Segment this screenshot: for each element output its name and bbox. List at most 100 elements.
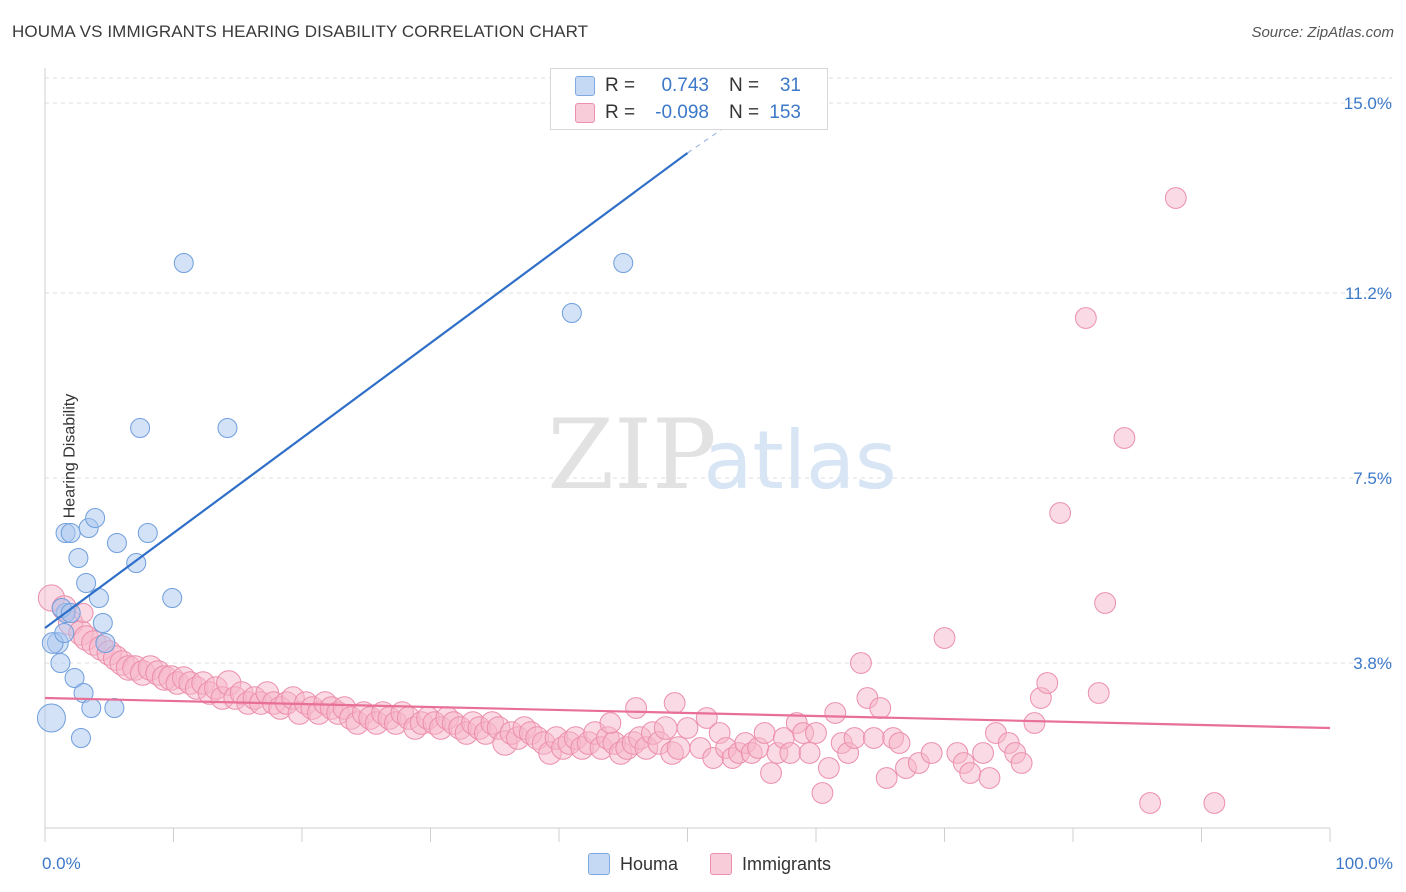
series-swatch-houma bbox=[588, 853, 610, 875]
legend-r-label: R = bbox=[605, 75, 636, 96]
legend-r-label: R = bbox=[605, 102, 636, 123]
houma-trend-extension bbox=[687, 112, 746, 154]
watermark: ZIP atlas bbox=[547, 399, 896, 511]
immigrants-point bbox=[933, 627, 956, 649]
legend-row-immigrants: R = -0.098 N = 153 bbox=[575, 102, 801, 124]
legend-n-value: 31 bbox=[779, 75, 801, 96]
immigrants-point bbox=[805, 722, 827, 744]
immigrants-point bbox=[798, 742, 821, 764]
immigrants-point bbox=[1023, 712, 1046, 734]
houma-point bbox=[88, 588, 109, 608]
immigrants-point bbox=[959, 762, 982, 784]
immigrants-point bbox=[599, 712, 622, 734]
y-axis-label: Hearing Disability bbox=[61, 393, 79, 519]
immigrants-point bbox=[1094, 592, 1117, 614]
series-name-immigrants: Immigrants bbox=[742, 853, 832, 874]
immigrants-point bbox=[1203, 792, 1226, 814]
y-tick-labels: 3.8% 7.5% 11.2% 15.0% bbox=[1344, 94, 1392, 673]
immigrants-point bbox=[676, 717, 699, 739]
legend-r-value: -0.098 bbox=[655, 102, 709, 123]
watermark-zip: ZIP bbox=[547, 399, 716, 511]
houma-point bbox=[60, 603, 81, 623]
immigrants-points bbox=[37, 187, 1226, 814]
immigrants-point bbox=[1139, 792, 1161, 814]
immigrants-point bbox=[779, 742, 802, 764]
immigrants-trend-line bbox=[44, 696, 1331, 730]
immigrants-point bbox=[843, 727, 866, 749]
houma-point bbox=[76, 573, 97, 593]
houma-point bbox=[60, 523, 81, 543]
y-tick-label: 7.5% bbox=[1353, 469, 1392, 488]
houma-point bbox=[137, 523, 158, 543]
houma-point bbox=[68, 548, 89, 568]
legend-n-label: N = bbox=[729, 75, 760, 96]
houma-point bbox=[50, 653, 71, 673]
immigrants-point bbox=[760, 762, 782, 784]
series-legend-houma[interactable]: Houma bbox=[588, 853, 678, 875]
immigrants-point bbox=[753, 722, 776, 744]
houma-point bbox=[130, 418, 151, 438]
legend-r-value: 0.743 bbox=[661, 75, 709, 96]
immigrants-point bbox=[972, 742, 994, 764]
immigrants-point bbox=[1049, 502, 1072, 524]
immigrants-point bbox=[1074, 307, 1097, 329]
immigrants-point bbox=[653, 716, 678, 740]
immigrants-point bbox=[850, 652, 872, 674]
legend-row-houma: R = 0.743 N = 31 bbox=[575, 75, 801, 97]
immigrants-point bbox=[1087, 682, 1110, 704]
houma-point bbox=[162, 588, 183, 608]
houma-point bbox=[173, 253, 194, 273]
houma-point bbox=[106, 533, 127, 553]
trend-lines bbox=[44, 112, 1331, 730]
series-legend-immigrants[interactable]: Immigrants bbox=[710, 853, 831, 875]
source-credit: Source: ZipAtlas.com bbox=[1251, 24, 1394, 41]
houma-point bbox=[613, 253, 634, 273]
immigrants-point bbox=[666, 736, 691, 760]
series-legend: Houma Immigrants bbox=[588, 853, 863, 875]
immigrants-point bbox=[811, 782, 834, 804]
y-tick-label: 11.2% bbox=[1345, 284, 1392, 303]
immigrants-point bbox=[1164, 187, 1187, 209]
immigrants-point bbox=[862, 727, 885, 749]
immigrants-point bbox=[663, 692, 686, 714]
houma-point bbox=[36, 703, 66, 733]
correlation-legend: R = 0.743 N = 31 R = -0.098 N = 153 bbox=[550, 68, 828, 130]
houma-point bbox=[217, 418, 238, 438]
houma-point bbox=[92, 613, 113, 633]
legend-swatch-immigrants bbox=[575, 103, 595, 123]
series-name-houma: Houma bbox=[620, 853, 679, 874]
immigrants-point bbox=[920, 742, 943, 764]
houma-point bbox=[95, 633, 116, 653]
x-tick-label-min: 0.0% bbox=[42, 854, 81, 873]
immigrants-point bbox=[1010, 752, 1033, 774]
immigrants-point bbox=[625, 697, 647, 719]
immigrants-point bbox=[817, 757, 840, 779]
y-tick-label: 3.8% bbox=[1353, 654, 1392, 673]
y-tick-label: 15.0% bbox=[1344, 94, 1392, 113]
houma-points bbox=[36, 253, 634, 748]
legend-n-value: 153 bbox=[769, 102, 801, 123]
immigrants-point bbox=[824, 702, 847, 724]
immigrants-point bbox=[978, 767, 1001, 789]
houma-point bbox=[85, 508, 106, 528]
immigrants-point bbox=[1036, 672, 1059, 694]
houma-point bbox=[561, 303, 582, 323]
legend-swatch-houma bbox=[575, 76, 595, 96]
x-tick-label-max: 100.0% bbox=[1335, 854, 1393, 873]
houma-point bbox=[64, 668, 85, 688]
immigrants-point bbox=[888, 732, 911, 754]
houma-point bbox=[81, 698, 102, 718]
axes: 0.0% 100.0% bbox=[42, 68, 1393, 873]
houma-trend-line bbox=[44, 152, 689, 629]
immigrants-point bbox=[875, 767, 898, 789]
immigrants-point bbox=[1113, 427, 1136, 449]
houma-point bbox=[70, 728, 91, 748]
houma-point bbox=[54, 623, 75, 643]
legend-n-label: N = bbox=[729, 102, 760, 123]
houma-point bbox=[104, 698, 125, 718]
gridlines bbox=[45, 77, 1392, 664]
watermark-atlas: atlas bbox=[703, 414, 896, 507]
series-swatch-immigrants bbox=[710, 853, 733, 875]
immigrants-point bbox=[869, 697, 892, 719]
